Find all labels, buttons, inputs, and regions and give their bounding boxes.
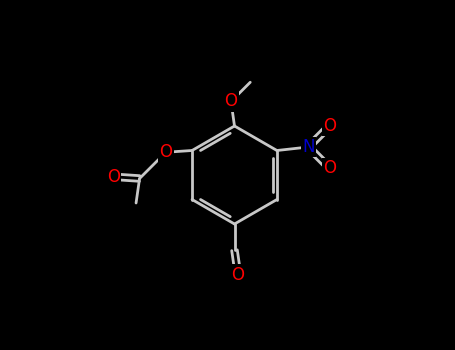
Text: N: N (302, 138, 315, 156)
Text: O: O (323, 117, 336, 135)
Text: O: O (107, 168, 120, 186)
Text: O: O (323, 159, 336, 177)
Text: O: O (159, 143, 172, 161)
Text: O: O (232, 266, 244, 284)
Text: O: O (224, 92, 238, 111)
